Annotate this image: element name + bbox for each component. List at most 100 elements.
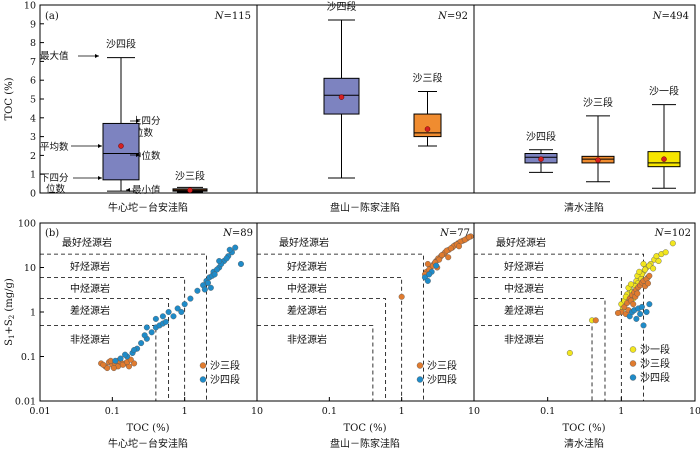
annot-arrow-head: [126, 188, 130, 192]
scatter-point: [207, 284, 214, 291]
scatter-point: [237, 260, 244, 267]
scatter-point: [655, 257, 662, 264]
b-xtick-label: 10: [251, 406, 263, 417]
annot-q1-1: 下四分: [40, 173, 69, 184]
scatter-point: [633, 315, 640, 322]
scatter-point: [216, 257, 223, 264]
scatter-point: [138, 340, 145, 347]
b-xtick-label: 1: [182, 406, 188, 417]
a-n-symbol: N: [652, 11, 663, 22]
scatter-point: [122, 351, 129, 358]
box-mean: [538, 156, 544, 162]
legend-marker: [629, 374, 637, 381]
a-ytick-label: 5: [30, 95, 36, 106]
panel-b-name-2: 盘山－陈家洼陷: [330, 437, 400, 450]
box-label: 沙四段: [327, 0, 357, 13]
b-n-symbol: N: [439, 228, 450, 239]
zone-boundary: [257, 276, 403, 401]
a-ytick-label: 8: [30, 38, 36, 49]
scatter-point: [100, 361, 107, 368]
zone-boundary: [474, 298, 606, 401]
scatter-point: [642, 266, 649, 273]
zone-label: 中烃源岩: [70, 282, 110, 295]
scatter-point: [112, 357, 119, 364]
zone-boundary: [474, 324, 593, 401]
zone-label: 中烃源岩: [504, 282, 544, 295]
zone-boundary: [474, 276, 622, 401]
a-ytick-label: 9: [30, 19, 36, 30]
scatter-point: [438, 252, 445, 259]
annot-q3-1: 上四分: [132, 116, 161, 127]
b-n-value: =89: [232, 228, 253, 239]
group-a-name-3: 清水洼陷: [564, 201, 604, 214]
scatter-point: [211, 271, 218, 278]
b-xtick-label: 1: [399, 406, 405, 417]
scatter-point: [627, 281, 634, 288]
scatter-point: [646, 272, 653, 279]
a-ytick-label: 3: [30, 132, 36, 143]
a-n-symbol: N: [437, 11, 448, 22]
a-ytick-label: 4: [30, 113, 36, 124]
box-mean: [118, 143, 124, 149]
scatter-point: [643, 309, 650, 316]
annot-arrow-head: [136, 153, 140, 157]
box-mean: [187, 187, 193, 193]
scatter-point: [424, 260, 431, 267]
a-ytick-label: 10: [24, 1, 36, 12]
scatter-point: [398, 293, 405, 300]
a-n-label: N=92: [437, 11, 468, 22]
scatter-point: [445, 254, 452, 261]
panel-b-xlabel-3: TOC (%): [562, 423, 605, 434]
legend-label: 沙四段: [640, 371, 670, 384]
group-a-name-2: 盘山－陈家洼陷: [330, 201, 400, 214]
legend-label: 沙三段: [210, 359, 240, 372]
a-n-value: =92: [447, 11, 468, 22]
scatter-point: [426, 271, 433, 278]
chart-marks: 012345678910N=115沙四段沙三段N=92沙四段沙三段N=494沙四…: [15, 0, 700, 417]
box-mean: [595, 157, 601, 163]
scatter-point: [131, 360, 138, 367]
b-ytick-label: 0.01: [15, 397, 36, 408]
scatter-point: [636, 268, 643, 275]
scatter-point: [630, 301, 637, 308]
ylabel-plus: +S: [4, 319, 15, 334]
scatter-point: [662, 249, 669, 256]
box-label: 沙四段: [106, 38, 136, 51]
scatter-point: [614, 309, 621, 316]
legend-label: 沙三段: [640, 357, 670, 370]
box-mean: [338, 94, 345, 100]
b-ytick-label: 10: [24, 263, 36, 274]
annot-arrow-head: [136, 119, 140, 123]
scatter-point: [110, 365, 117, 372]
annot-mean: 平均数: [40, 141, 69, 153]
scatter-point: [465, 234, 472, 241]
legend-marker: [199, 362, 207, 369]
b-xtick-label: 0.01: [29, 406, 50, 417]
b-xtick-label: 1: [618, 406, 624, 417]
scatter-point: [187, 295, 194, 302]
a-n-label: N=494: [652, 11, 689, 22]
panel-b-xlabel-2: TOC (%): [343, 423, 386, 434]
panel-a-label: (a): [45, 11, 59, 22]
panel-b-frame: [39, 222, 696, 402]
scatter-point: [447, 245, 454, 252]
zone-label: 好烃源岩: [287, 260, 327, 273]
ylabel-unit: (mg/g): [4, 278, 15, 315]
box-mean: [424, 126, 431, 132]
scatter-point: [165, 309, 172, 316]
zone-boundary: [257, 253, 424, 401]
a-n-label: N=115: [214, 11, 251, 22]
scatter-point: [640, 322, 647, 329]
scatter-point: [669, 240, 676, 247]
scatter-point: [178, 309, 185, 316]
scatter-point: [226, 246, 233, 253]
panel-a-ylabel: TOC (%): [4, 77, 15, 120]
box-label: 沙一段: [649, 85, 679, 98]
b-xtick-label: 0.1: [105, 406, 120, 417]
scatter-point: [159, 313, 166, 320]
b-xtick-label: 0.1: [322, 406, 337, 417]
box-label: 沙三段: [583, 96, 613, 109]
scatter-point: [143, 324, 150, 331]
a-ytick-label: 6: [30, 76, 36, 87]
